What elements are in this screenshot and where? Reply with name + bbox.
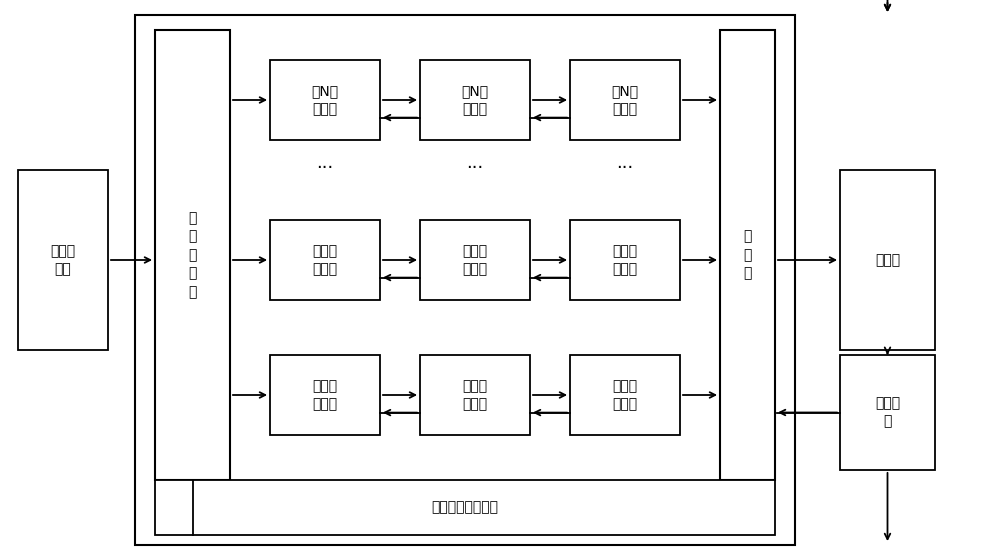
- Text: 功
率
分
配
器: 功 率 分 配 器: [188, 211, 197, 299]
- Text: 第二可
调增益: 第二可 调增益: [462, 244, 488, 276]
- Text: 第二可
调相位: 第二可 调相位: [612, 244, 638, 276]
- Text: ···: ···: [616, 159, 634, 177]
- Bar: [840, 170, 935, 350]
- Bar: [720, 30, 775, 480]
- Bar: [18, 170, 108, 350]
- Text: 第一可
调时延: 第一可 调时延: [312, 379, 338, 411]
- Text: ···: ···: [316, 159, 334, 177]
- Text: 可变衰
减器: 可变衰 减器: [50, 244, 76, 276]
- Bar: [420, 60, 530, 140]
- Text: 第一可
调增益: 第一可 调增益: [462, 379, 488, 411]
- Text: 重建逻辑控制单元: 重建逻辑控制单元: [432, 501, 498, 514]
- Text: ···: ···: [466, 159, 484, 177]
- Text: 第二可
调时延: 第二可 调时延: [312, 244, 338, 276]
- Bar: [135, 15, 795, 545]
- Bar: [570, 355, 680, 435]
- Bar: [570, 60, 680, 140]
- Bar: [270, 60, 380, 140]
- Text: 第N可
调相位: 第N可 调相位: [611, 84, 639, 116]
- Text: 第一可
调相位: 第一可 调相位: [612, 379, 638, 411]
- Text: 第N可
调时延: 第N可 调时延: [311, 84, 339, 116]
- Bar: [840, 355, 935, 470]
- Text: 收耦合
器: 收耦合 器: [875, 396, 900, 429]
- Bar: [155, 30, 230, 480]
- Bar: [155, 480, 775, 535]
- Bar: [420, 355, 530, 435]
- Text: 第N可
调增益: 第N可 调增益: [461, 84, 489, 116]
- Bar: [270, 355, 380, 435]
- Text: 合路器: 合路器: [875, 253, 900, 267]
- Bar: [420, 220, 530, 300]
- Bar: [570, 220, 680, 300]
- Bar: [270, 220, 380, 300]
- Text: 合
成
器: 合 成 器: [743, 229, 752, 281]
